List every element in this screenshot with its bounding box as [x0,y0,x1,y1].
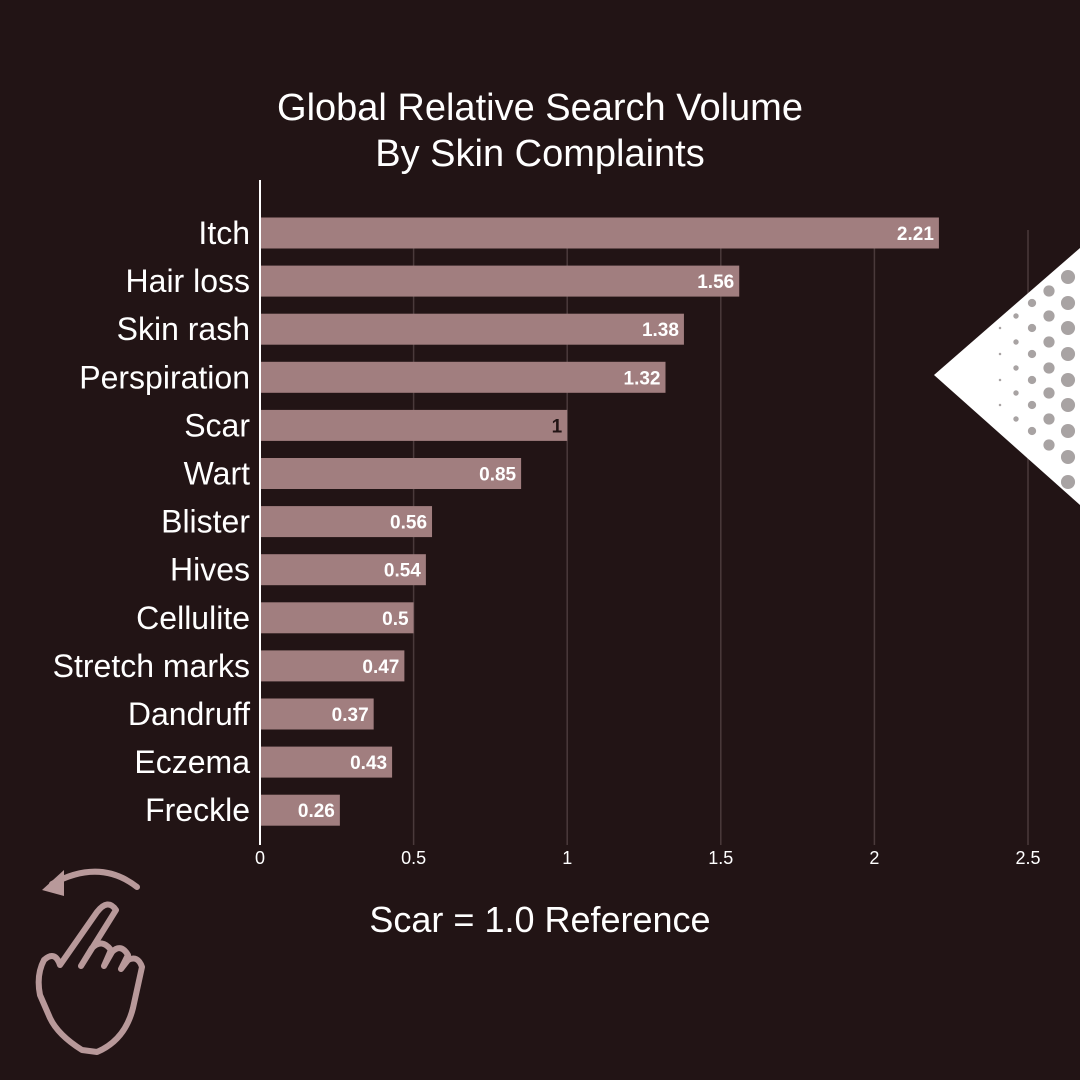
category-label: Cellulite [136,600,250,636]
halftone-dot [1043,413,1055,425]
bar [260,794,340,826]
category-label: Wart [184,456,250,492]
halftone-dot [1060,346,1076,362]
halftone-dot [998,378,1002,382]
halftone-dot [1027,349,1037,359]
bar-value-label: 1 [552,416,563,437]
halftone-dot [1060,295,1076,311]
value-labels: 2.21 1.56 1.38 1.32 1 0.85 0.56 0.54 0.5 0.47 0.37… [298,224,934,822]
halftone-dot [1027,400,1037,410]
bar [260,409,568,441]
bar-value-label: 1.32 [624,368,661,389]
chart-title-line-2: By Skin Complaints [375,133,704,175]
halftone-dot [1060,372,1076,388]
bar [260,746,393,778]
bar-value-label: 0.5 [382,609,409,630]
category-label: Blister [161,504,250,540]
bar [260,602,414,634]
bar-value-label: 0.56 [390,513,427,534]
bar-value-label: 2.21 [897,224,934,245]
halftone-dot [1043,285,1055,297]
halftone-dot [1013,365,1019,371]
halftone-dot [998,352,1002,356]
halftone-dot [1013,339,1019,345]
bar [260,506,433,538]
reference-footnote: Scar = 1.0 Reference [369,899,710,940]
x-tick-label: 0 [255,848,265,868]
category-label: Skin rash [117,311,250,347]
halftone-dot [1060,474,1076,490]
halftone-dot [1060,423,1076,439]
halftone-dot [1027,323,1037,333]
halftone-dot [1043,336,1055,348]
halftone-dot [1043,387,1055,399]
category-label: Hair loss [126,263,250,299]
halftone-dot [1027,375,1037,385]
bar [260,361,666,393]
halftone-dot [1043,439,1055,451]
bar-value-label: 1.56 [697,272,734,293]
x-tick-label: 2 [869,848,879,868]
halftone-dot [1060,449,1076,465]
category-labels: Itch Hair loss Skin rash Perspiration Scar Wa… [53,215,251,828]
halftone-dot [1013,313,1019,319]
swipe-hand-icon [35,868,145,1055]
halftone-dot [998,326,1002,330]
category-label: Scar [184,407,250,443]
halftone-dot [1027,298,1037,308]
bar-value-label: 0.47 [362,657,399,678]
bar-value-label: 0.37 [332,705,369,726]
bar-value-label: 1.38 [642,320,679,341]
category-label: Stretch marks [53,648,250,684]
chart-title-line-1: Global Relative Search Volume [277,87,803,129]
bar [260,650,405,682]
halftone-dot [1043,362,1055,374]
x-tick-label: 1 [562,848,572,868]
halftone-dot [1013,416,1019,422]
x-axis-tick-labels: 0 0.5 1 1.5 2 2.5 [255,848,1041,868]
bar-value-label: 0.43 [350,753,387,774]
halftone-dot [998,403,1002,407]
bar [260,698,374,730]
bar [260,313,684,345]
category-label: Freckle [145,792,250,828]
category-label: Itch [198,215,250,251]
bar [260,265,740,297]
halftone-dot [1060,320,1076,336]
bars [260,217,939,826]
bar-value-label: 0.26 [298,801,335,822]
halftone-dot [1043,310,1055,322]
bar-value-label: 0.54 [384,561,421,582]
bar [260,458,522,489]
halftone-dot [1027,426,1037,436]
halftone-dot [1060,269,1076,285]
category-label: Perspiration [79,359,250,395]
category-label: Hives [170,552,250,588]
halftone-triangle-icon [934,248,1080,505]
bar [260,554,426,586]
bar [260,217,939,249]
bar-value-label: 0.85 [479,465,516,486]
category-label: Dandruff [128,696,250,732]
x-tick-label: 0.5 [401,848,426,868]
halftone-dot [1013,390,1019,396]
category-label: Eczema [134,744,250,780]
halftone-dot [1060,397,1076,413]
x-tick-label: 2.5 [1015,848,1040,868]
x-tick-label: 1.5 [708,848,733,868]
chart-title: Global Relative Search Volume By Skin Co… [277,87,803,175]
